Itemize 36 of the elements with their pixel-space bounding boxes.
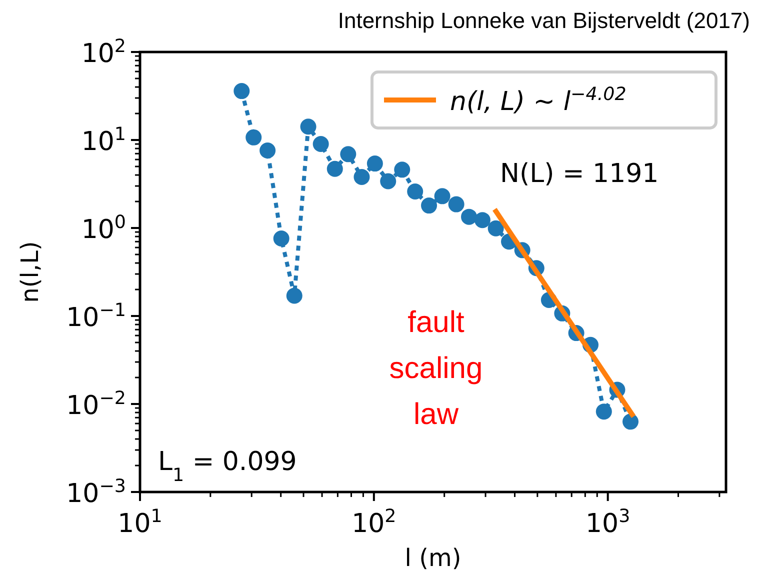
annotation: L$_{1}$ = 0.099 bbox=[158, 447, 297, 486]
point bbox=[394, 162, 410, 178]
y-tick-label: 10$^{2}$ bbox=[81, 36, 126, 69]
chart-title: Internship Lonneke van Bijsterveldt (2017) bbox=[338, 8, 750, 33]
point bbox=[300, 118, 316, 135]
point bbox=[421, 198, 438, 214]
point bbox=[286, 288, 302, 304]
point bbox=[312, 136, 329, 152]
point bbox=[354, 168, 370, 185]
point bbox=[448, 196, 464, 212]
point bbox=[380, 173, 396, 190]
point bbox=[366, 156, 383, 172]
y-tick-label: 10$^{1}$ bbox=[81, 124, 126, 157]
y-tick-label: 10$^{0}$ bbox=[81, 212, 126, 245]
point bbox=[260, 142, 276, 158]
annotation: N(L) = 1191 bbox=[500, 159, 659, 189]
legend-label: n(l, L) ~ l$^{−4.02}$ bbox=[450, 84, 626, 117]
point bbox=[326, 160, 343, 177]
y-tick-label: 10$^{−2}$ bbox=[66, 388, 126, 421]
point bbox=[596, 404, 612, 420]
y-tick-label: 10$^{−1}$ bbox=[66, 300, 126, 333]
y-axis-title: n(l,L) bbox=[16, 241, 44, 303]
point bbox=[461, 208, 478, 225]
x-axis-title: l (m) bbox=[404, 544, 462, 572]
point bbox=[407, 183, 424, 200]
point bbox=[340, 146, 356, 162]
x-tick-label: 10$^{2}$ bbox=[352, 506, 396, 539]
point bbox=[488, 220, 504, 236]
point bbox=[622, 414, 639, 430]
annotation: fault scaling law bbox=[389, 306, 483, 431]
point bbox=[246, 129, 262, 146]
point bbox=[273, 230, 290, 246]
point bbox=[234, 83, 250, 100]
point bbox=[434, 188, 450, 204]
point bbox=[474, 212, 490, 228]
x-tick-label: 10$^{3}$ bbox=[586, 506, 630, 539]
